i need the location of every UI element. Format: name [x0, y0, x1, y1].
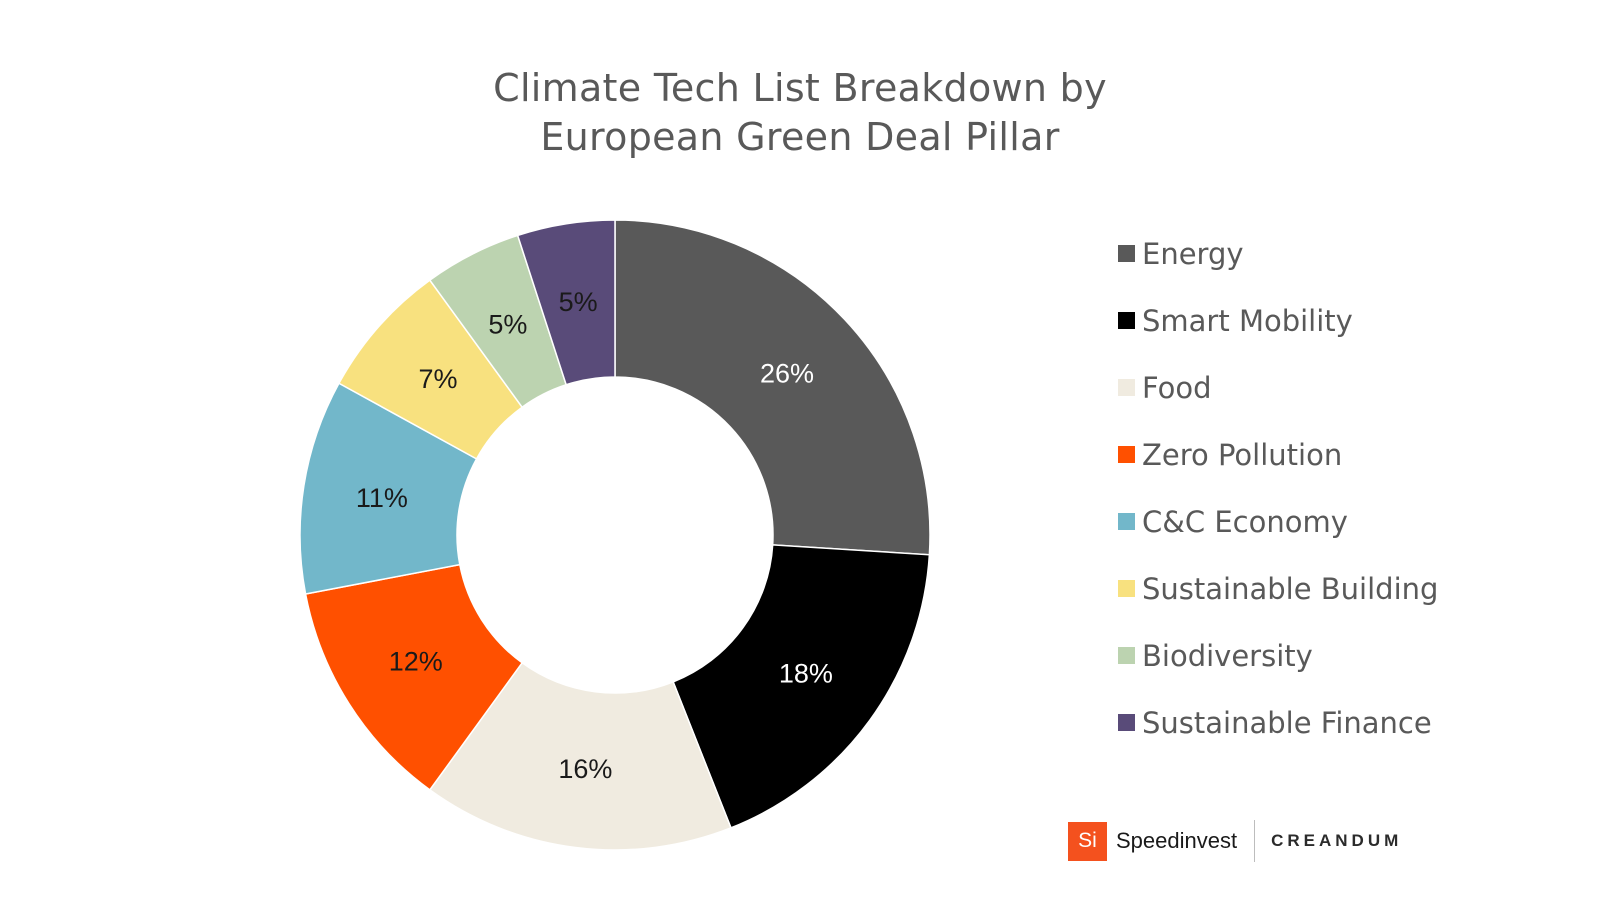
- legend-item-smart-mobility: Smart Mobility: [1118, 287, 1558, 354]
- legend-label: Food: [1142, 370, 1212, 405]
- chart-title-line-2: European Green Deal Pillar: [540, 115, 1060, 159]
- chart-title-line-1: Climate Tech List Breakdown by: [493, 66, 1107, 110]
- donut-slices: [299, 219, 931, 851]
- legend-label: Sustainable Finance: [1142, 705, 1432, 740]
- data-label-zero-pollution: 12%: [389, 646, 443, 676]
- legend-swatch-energy: [1118, 245, 1135, 262]
- data-label-sustainable-building: 7%: [418, 364, 457, 394]
- legend-label: Smart Mobility: [1142, 303, 1353, 338]
- legend-item-sustainable-finance: Sustainable Finance: [1118, 689, 1558, 756]
- data-label-sustainable-finance: 5%: [559, 287, 598, 317]
- data-label-smart-mobility: 18%: [779, 659, 833, 689]
- legend-item-energy: Energy: [1118, 220, 1558, 287]
- legend-label: Energy: [1142, 236, 1244, 271]
- speedinvest-logo-badge: Si: [1068, 821, 1107, 861]
- legend-label: C&C Economy: [1142, 504, 1348, 539]
- data-label-energy: 26%: [760, 358, 814, 388]
- legend-item-zero-pollution: Zero Pollution: [1118, 421, 1558, 488]
- donut-slice-zero-pollution: [304, 563, 524, 791]
- donut-slice-sustainable-finance: [516, 219, 616, 386]
- legend-item-candc-economy: C&C Economy: [1118, 488, 1558, 555]
- legend-swatch-sustainable-building: [1118, 580, 1135, 597]
- legend-label: Zero Pollution: [1142, 437, 1343, 472]
- donut-slice-food: [428, 661, 732, 851]
- legend-item-biodiversity: Biodiversity: [1118, 622, 1558, 689]
- speedinvest-logo-text: Speedinvest: [1116, 828, 1238, 853]
- data-label-candc-economy: 11%: [356, 483, 408, 513]
- legend-label: Sustainable Building: [1142, 571, 1439, 606]
- donut-slice-smart-mobility: [672, 544, 931, 829]
- chart-legend: Energy Smart Mobility Food Zero Pollution C&…: [1118, 220, 1558, 756]
- chart-title: Climate Tech List Breakdown by European …: [0, 64, 1600, 162]
- data-label-biodiversity: 5%: [488, 310, 527, 340]
- logo-divider: [1254, 820, 1256, 862]
- donut-data-labels: 26% 18% 16% 12% 11% 7% 5% 5%: [356, 287, 833, 784]
- legend-swatch-food: [1118, 379, 1135, 396]
- legend-swatch-smart-mobility: [1118, 312, 1135, 329]
- legend-swatch-zero-pollution: [1118, 446, 1135, 463]
- legend-swatch-candc-economy: [1118, 513, 1135, 530]
- legend-item-food: Food: [1118, 354, 1558, 421]
- data-label-food: 16%: [558, 754, 612, 784]
- legend-swatch-sustainable-finance: [1118, 714, 1135, 731]
- creandum-logo-text: CREANDUM: [1271, 831, 1403, 850]
- donut-slice-energy: [614, 219, 931, 556]
- legend-item-sustainable-building: Sustainable Building: [1118, 555, 1558, 622]
- sponsor-logos: Si Speedinvest CREANDUM: [1068, 820, 1402, 862]
- legend-label: Biodiversity: [1142, 638, 1313, 673]
- legend-swatch-biodiversity: [1118, 647, 1135, 664]
